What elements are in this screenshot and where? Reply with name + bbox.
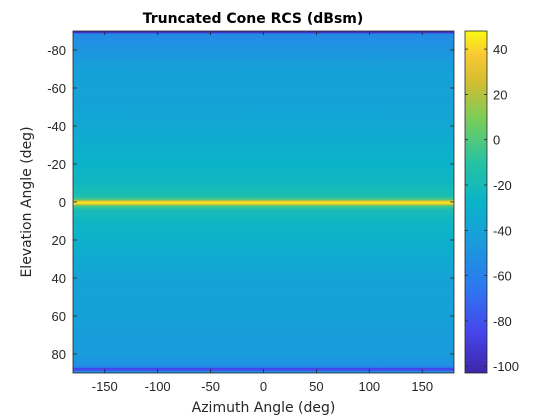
y-tick-label: -40 [47,119,66,134]
colorbar-tick-label: -100 [493,359,519,374]
y-tick-label: 0 [59,195,66,210]
y-tick-label: 20 [52,233,66,248]
colorbar-frame [464,30,488,374]
y-tick-label: -60 [47,81,66,96]
colorbar-tick-label: 20 [493,87,507,102]
colorbar-tick-label: 40 [493,42,507,57]
heatmap-area [73,31,454,373]
colorbar [465,31,487,373]
colorbar-tick-label: 0 [493,133,500,148]
colorbar-axis: 40 20 0 -20 -40 -60 -80 -100 [465,42,519,374]
y-tick-label: 40 [52,271,66,286]
x-tick-label: 150 [411,379,433,394]
x-tick-label: -150 [92,379,118,394]
y-axis-label: Elevation Angle (deg) [19,126,35,277]
x-tick-label: -50 [201,379,220,394]
y-tick-label: -20 [47,157,66,172]
chart-title: Truncated Cone RCS (dBsm) [143,11,364,27]
y-tick-label: 60 [52,309,66,324]
x-tick-label: -100 [145,379,171,394]
plot-frame [72,30,455,374]
colorbar-tick-label: -60 [493,269,512,284]
y-tick-label: -80 [47,43,66,58]
x-axis-label: Azimuth Angle (deg) [192,400,336,416]
y-tick-label: 80 [52,347,66,362]
axes-layer: -150 -100 -50 0 50 100 150 -80 -60 -40 -20 0 20 40 60 8… [47,31,454,394]
colorbar-tick-label: -40 [493,223,512,238]
colorbar-tick-label: -80 [493,314,512,329]
x-tick-label: 100 [358,379,380,394]
x-tick-label: 0 [260,379,267,394]
colorbar-tick-label: -20 [493,178,512,193]
x-tick-label: 50 [309,379,323,394]
